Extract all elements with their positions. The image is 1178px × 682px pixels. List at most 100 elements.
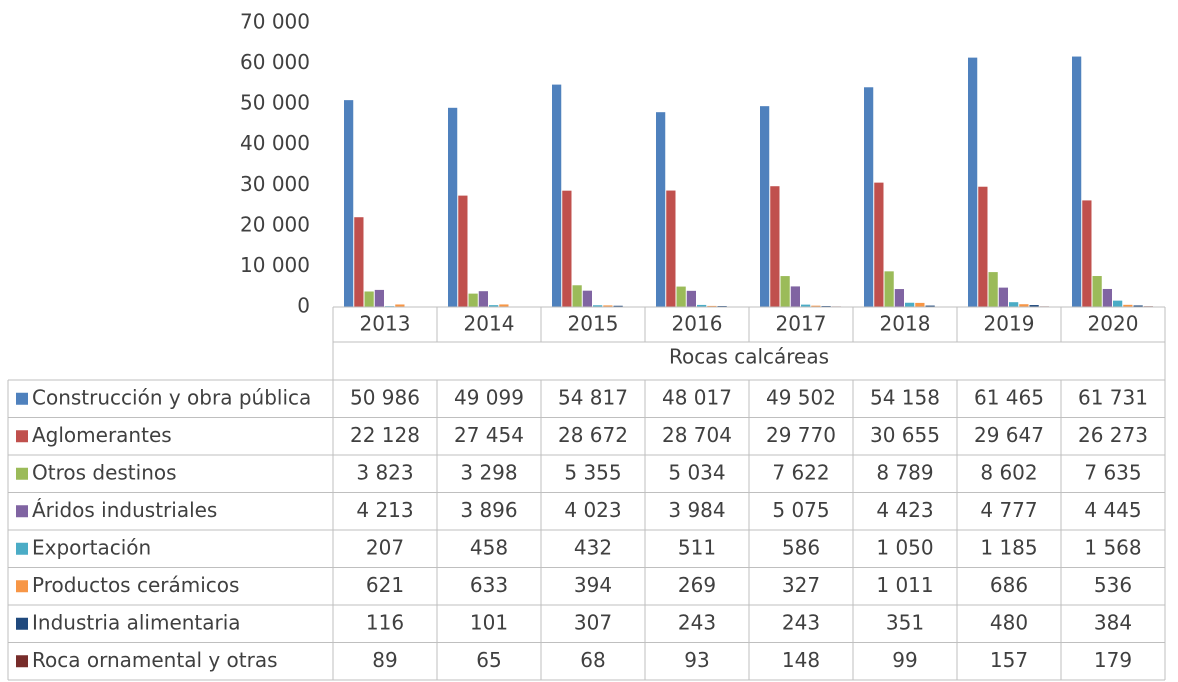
x-tick-label: 2014 bbox=[464, 312, 515, 336]
bar bbox=[1029, 305, 1039, 307]
table-cell: 633 bbox=[470, 573, 508, 597]
table-cell: 5 034 bbox=[668, 460, 725, 484]
table-cell: 68 bbox=[580, 648, 605, 672]
table-cell: 4 423 bbox=[876, 498, 933, 522]
bar bbox=[811, 305, 821, 307]
bar bbox=[593, 305, 603, 307]
bar bbox=[884, 271, 894, 307]
bar bbox=[395, 304, 405, 307]
x-tick-label: 2018 bbox=[880, 312, 931, 336]
bar bbox=[1072, 56, 1082, 307]
table-cell: 432 bbox=[574, 535, 612, 559]
x-tick-label: 2020 bbox=[1088, 312, 1139, 336]
bar bbox=[760, 106, 770, 307]
legend-key bbox=[16, 542, 28, 555]
table-cell: 22 128 bbox=[350, 423, 420, 447]
table-cell: 28 672 bbox=[558, 423, 628, 447]
table-cell: 4 213 bbox=[356, 498, 413, 522]
legend-label: Áridos industriales bbox=[32, 498, 217, 522]
table-cell: 49 502 bbox=[766, 385, 836, 409]
bar bbox=[468, 293, 478, 307]
table-cell: 3 298 bbox=[460, 460, 517, 484]
table-cell: 1 011 bbox=[876, 573, 933, 597]
bar bbox=[572, 285, 582, 307]
table-cell: 686 bbox=[990, 573, 1028, 597]
bar bbox=[790, 286, 800, 307]
axis-group-label: Rocas calcáreas bbox=[669, 345, 829, 369]
bar bbox=[780, 276, 790, 307]
table-cell: 49 099 bbox=[454, 385, 524, 409]
table-cell: 61 731 bbox=[1078, 385, 1148, 409]
bar bbox=[1019, 304, 1029, 307]
table-cell: 54 817 bbox=[558, 385, 628, 409]
table-cell: 48 017 bbox=[662, 385, 732, 409]
table-cell: 8 602 bbox=[980, 460, 1037, 484]
y-tick-label: 10 000 bbox=[240, 253, 310, 277]
table-cell: 5 075 bbox=[772, 498, 829, 522]
y-tick-label: 50 000 bbox=[240, 91, 310, 115]
table-cell: 65 bbox=[476, 648, 501, 672]
table-cell: 1 185 bbox=[980, 535, 1037, 559]
x-tick-label: 2019 bbox=[984, 312, 1035, 336]
table-cell: 511 bbox=[678, 535, 716, 559]
bar bbox=[905, 302, 915, 307]
table-cell: 5 355 bbox=[564, 460, 621, 484]
table-cell: 7 635 bbox=[1084, 460, 1141, 484]
bar bbox=[874, 182, 884, 307]
bar bbox=[666, 190, 676, 307]
y-tick-label: 30 000 bbox=[240, 172, 310, 196]
bar bbox=[978, 186, 988, 307]
bar bbox=[354, 217, 364, 307]
table-cell: 536 bbox=[1094, 573, 1132, 597]
bar bbox=[968, 57, 978, 307]
bar bbox=[915, 302, 925, 307]
table-cell: 4 445 bbox=[1084, 498, 1141, 522]
table-cell: 327 bbox=[782, 573, 820, 597]
table-cell: 27 454 bbox=[454, 423, 524, 447]
table-cell: 243 bbox=[782, 610, 820, 634]
bar bbox=[458, 195, 468, 307]
bar bbox=[562, 190, 572, 307]
legend-label: Productos cerámicos bbox=[32, 573, 239, 597]
table-cell: 3 896 bbox=[460, 498, 517, 522]
table-cell: 243 bbox=[678, 610, 716, 634]
bar bbox=[988, 272, 998, 307]
x-tick-label: 2017 bbox=[776, 312, 827, 336]
bar bbox=[925, 305, 935, 307]
bar bbox=[864, 87, 874, 307]
table-cell: 1 050 bbox=[876, 535, 933, 559]
y-tick-label: 20 000 bbox=[240, 212, 310, 236]
bar bbox=[894, 289, 904, 307]
table-cell: 29 647 bbox=[974, 423, 1044, 447]
bar bbox=[686, 290, 696, 307]
bar bbox=[613, 305, 623, 307]
y-tick-label: 60 000 bbox=[240, 50, 310, 74]
x-tick-label: 2016 bbox=[672, 312, 723, 336]
bar bbox=[676, 286, 686, 307]
table-cell: 307 bbox=[574, 610, 612, 634]
table-cell: 116 bbox=[366, 610, 404, 634]
y-tick-label: 70 000 bbox=[240, 10, 310, 34]
bar bbox=[998, 287, 1008, 307]
table-cell: 157 bbox=[990, 648, 1028, 672]
table-cell: 50 986 bbox=[350, 385, 420, 409]
bar bbox=[656, 112, 666, 307]
bar bbox=[552, 84, 562, 307]
bar bbox=[603, 305, 613, 307]
bar bbox=[801, 304, 811, 307]
table-cell: 30 655 bbox=[870, 423, 940, 447]
table-cell: 8 789 bbox=[876, 460, 933, 484]
table-cell: 101 bbox=[470, 610, 508, 634]
table-cell: 3 984 bbox=[668, 498, 725, 522]
table-cell: 54 158 bbox=[870, 385, 940, 409]
legend-key bbox=[16, 392, 28, 405]
legend-key bbox=[16, 467, 28, 480]
table-cell: 351 bbox=[886, 610, 924, 634]
bar bbox=[1113, 300, 1123, 307]
bar bbox=[499, 304, 509, 307]
table-cell: 99 bbox=[892, 648, 917, 672]
bar bbox=[770, 186, 780, 307]
bar bbox=[478, 291, 488, 307]
table-cell: 29 770 bbox=[766, 423, 836, 447]
legend-label: Exportación bbox=[32, 535, 151, 559]
